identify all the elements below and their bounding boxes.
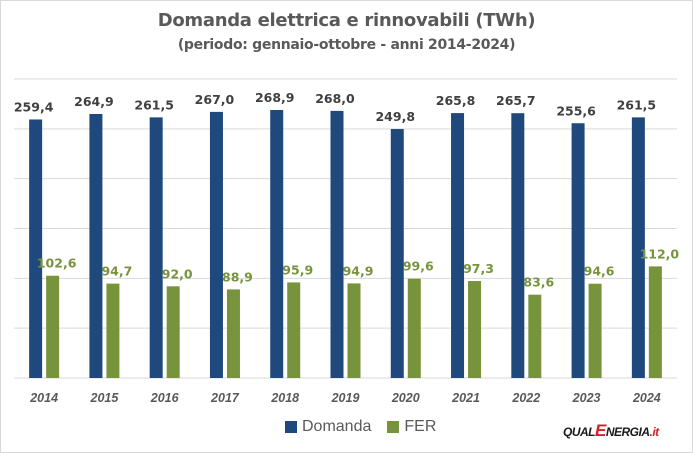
- qualenergia-logo: QUALENERGIA.it: [563, 421, 659, 440]
- x-tick-label: 2020: [391, 391, 420, 405]
- chart-subtitle: (periodo: gennaio-ottobre - anni 2014-20…: [177, 37, 516, 53]
- data-label-fer-2019: 94,9: [343, 263, 374, 278]
- bar-fer-2022: [528, 294, 542, 378]
- x-axis-labels: 2014 2015 2016 2017 2018 2019 2020 2021 2022 2023…: [29, 391, 661, 405]
- bar-fer-2019: [347, 283, 361, 378]
- legend-swatch-fer: [387, 421, 400, 433]
- data-label-fer-2020: 99,6: [403, 259, 434, 274]
- bar-domanda-2015: [89, 113, 103, 378]
- legend: Domanda FER: [285, 418, 446, 436]
- data-label-domanda-2024: 261,5: [617, 97, 657, 112]
- x-tick-label: 2024: [632, 391, 661, 405]
- x-tick-label: 2023: [572, 391, 601, 405]
- data-label-domanda-2015: 264,9: [74, 94, 114, 109]
- x-tick-label: 2019: [331, 391, 360, 405]
- bar-fer-2017: [226, 289, 240, 378]
- x-tick-label: 2017: [210, 391, 240, 405]
- data-label-fer-2024: 112,0: [640, 246, 680, 261]
- bar-domanda-2019: [330, 110, 344, 378]
- legend-label-domanda: Domanda: [302, 418, 372, 435]
- bar-fer-2023: [588, 283, 602, 378]
- data-label-fer-2018: 95,9: [282, 262, 313, 277]
- data-label-domanda-2022: 265,7: [496, 93, 536, 108]
- x-tick-label: 2021: [451, 391, 480, 405]
- data-label-domanda-2018: 268,9: [255, 90, 295, 105]
- bar-domanda-2022: [511, 113, 525, 378]
- data-label-domanda-2017: 267,0: [195, 92, 235, 107]
- data-label-fer-2023: 94,6: [584, 264, 615, 279]
- bar-domanda-2018: [270, 109, 284, 378]
- bar-domanda-2014: [29, 119, 43, 379]
- data-label-fer-2022: 83,6: [523, 275, 554, 290]
- data-labels: 259,4 102,6 264,9 94,7 261,5 92,0 267,0 88,9 268…: [14, 90, 680, 290]
- bar-fer-2016: [166, 286, 180, 378]
- data-label-domanda-2016: 261,5: [134, 97, 174, 112]
- bar-domanda-2016: [149, 117, 163, 378]
- x-tick-label: 2018: [270, 391, 299, 405]
- legend-swatch-domanda: [285, 421, 297, 433]
- x-tick-label: 2016: [150, 391, 180, 405]
- x-tick-label: 2014: [29, 391, 58, 405]
- x-tick-label: 2022: [511, 391, 540, 405]
- data-label-domanda-2014: 259,4: [14, 99, 54, 114]
- chart-title: Domanda elettrica e rinnovabili (TWh): [157, 10, 536, 31]
- bar-domanda-2020: [390, 129, 404, 378]
- gridlines: [14, 78, 677, 379]
- bar-domanda-2023: [571, 123, 585, 378]
- bar-fer-2018: [287, 282, 301, 378]
- data-label-domanda-2021: 265,8: [436, 93, 476, 108]
- bars: [29, 109, 662, 379]
- x-tick-label: 2015: [90, 391, 120, 405]
- bar-fer-2014: [46, 275, 60, 378]
- data-label-fer-2016: 92,0: [162, 266, 193, 281]
- legend-item-domanda: Domanda: [285, 418, 371, 436]
- legend-item-fer: FER: [387, 418, 436, 436]
- data-label-fer-2014: 102,6: [37, 256, 77, 271]
- data-label-fer-2021: 97,3: [463, 261, 494, 276]
- bar-fer-2020: [407, 278, 421, 378]
- bar-fer-2015: [106, 283, 120, 378]
- bar-domanda-2017: [209, 111, 223, 378]
- bar-fer-2021: [468, 281, 482, 378]
- data-label-domanda-2019: 268,0: [315, 91, 355, 106]
- data-label-fer-2015: 94,7: [101, 264, 132, 279]
- data-label-fer-2017: 88,9: [222, 269, 253, 284]
- data-label-domanda-2020: 249,8: [375, 109, 415, 124]
- legend-label-fer: FER: [404, 418, 437, 435]
- bar-domanda-2024: [631, 117, 645, 378]
- bar-domanda-2021: [451, 113, 465, 378]
- data-label-domanda-2023: 255,6: [556, 103, 596, 118]
- bar-fer-2024: [648, 266, 662, 378]
